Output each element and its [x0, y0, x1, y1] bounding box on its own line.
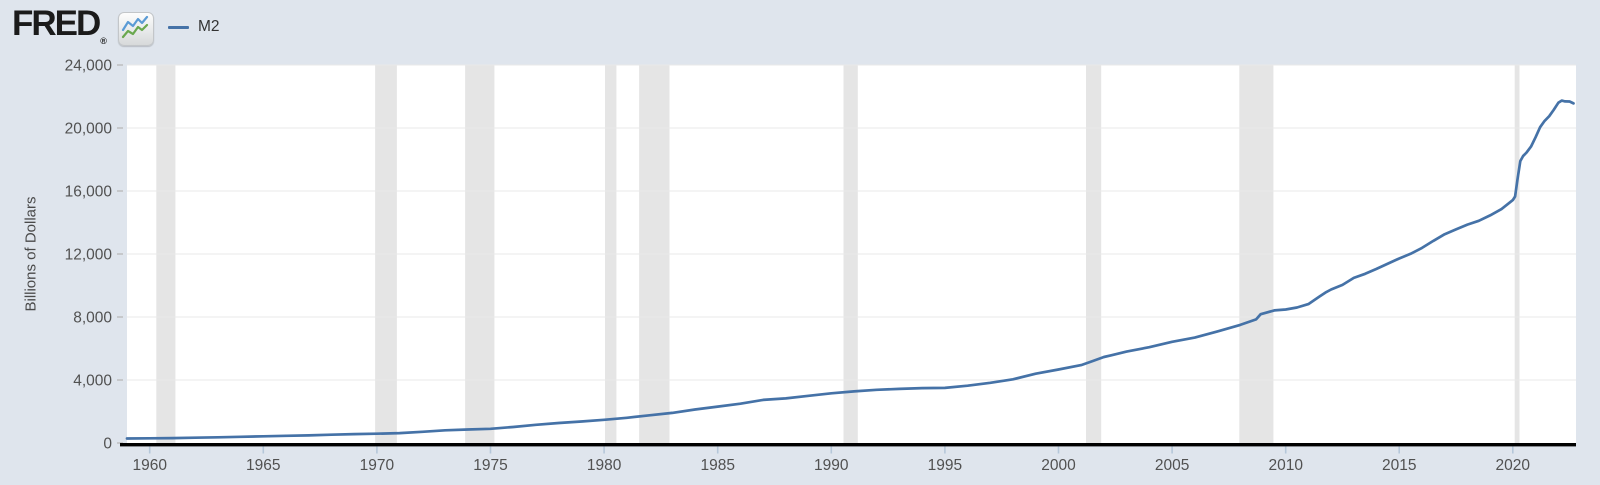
x-tick-label: 2020	[1496, 457, 1531, 474]
x-tick-label: 1960	[132, 457, 167, 474]
x-tick-label: 1970	[360, 457, 395, 474]
legend-series-label: M2	[198, 18, 220, 35]
y-tick-label: 0	[103, 436, 112, 453]
fred-logo-text: FRED	[12, 4, 101, 43]
fred-logo-chart-icon[interactable]	[118, 12, 154, 46]
x-tick-label: 2010	[1268, 457, 1303, 474]
m2-series-line	[125, 99, 1575, 440]
x-tick-label: 1985	[700, 457, 734, 474]
legend-item-m2[interactable]: M2	[168, 18, 220, 36]
x-tick-label: 2015	[1382, 457, 1416, 474]
x-tick-label: 1975	[473, 457, 507, 474]
y-tick-label: 12,000	[65, 247, 113, 264]
y-tick-label: 4,000	[73, 373, 112, 390]
x-axis-line	[120, 443, 1576, 447]
x-tick-label: 2005	[1155, 457, 1189, 474]
y-tick-label: 16,000	[65, 184, 113, 201]
y-tick-label: 8,000	[73, 310, 112, 327]
logo-sparkline-graphic	[121, 15, 149, 39]
fred-logo[interactable]: FRED®	[12, 4, 107, 52]
y-tick-label: 24,000	[65, 58, 113, 75]
x-tick-label: 1965	[246, 457, 280, 474]
legend-line-swatch	[168, 25, 189, 29]
y-tick-label: 20,000	[65, 121, 113, 138]
x-tick-label: 1990	[814, 457, 849, 474]
x-tick-label: 1995	[928, 457, 962, 474]
x-tick-label: 1980	[587, 457, 622, 474]
registered-mark: ®	[100, 36, 107, 46]
x-tick-label: 2000	[1041, 457, 1076, 474]
